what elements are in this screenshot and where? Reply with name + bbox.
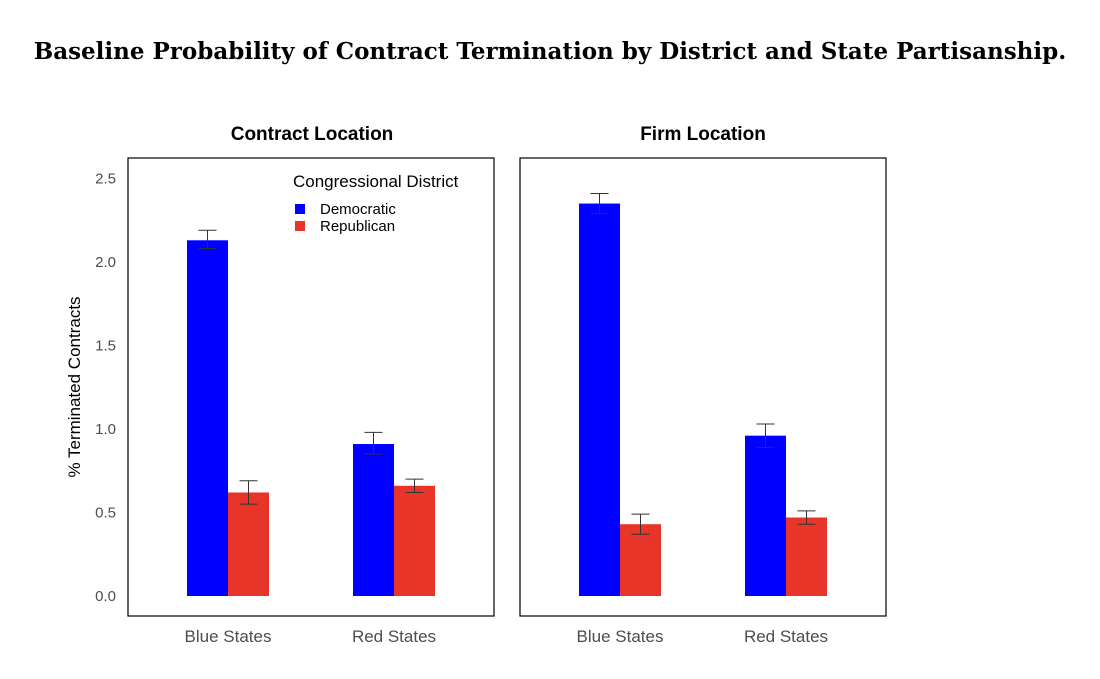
panel-frame-contract-location (127, 157, 495, 617)
x-category-label: Blue States (577, 627, 664, 646)
bar-republican-blue-states (620, 524, 661, 596)
x-axis-categories-contract-location: Blue States Red States (185, 627, 437, 646)
panel-title-contract-location: Contract Location (231, 124, 394, 145)
legend-swatch-democratic (295, 204, 305, 214)
bar-democratic-red-states (353, 444, 394, 596)
x-category-label: Red States (744, 627, 828, 646)
panel-firm-location: Firm Location Blue States Red States (519, 124, 887, 646)
bars-contract-location (187, 229, 435, 597)
y-axis-ticks: 0.0 0.5 1.0 1.5 2.0 2.5 (95, 171, 116, 606)
legend-label-republican: Republican (320, 218, 395, 235)
bar-republican-blue-states (228, 492, 269, 596)
error-bar-democratic-red-states (756, 423, 775, 448)
y-tick-label: 0.0 (95, 588, 116, 605)
bar-republican-red-states (394, 485, 435, 596)
panel-title-firm-location: Firm Location (640, 124, 766, 145)
y-tick-label: 1.5 (95, 338, 116, 355)
bar-democratic-blue-states (579, 203, 620, 597)
bar-democratic-blue-states (187, 240, 228, 597)
figure-title: Baseline Probability of Contract Termina… (33, 38, 1067, 65)
legend-label-democratic: Democratic (320, 201, 396, 218)
error-bar-republican-blue-states (631, 513, 650, 535)
error-bar-republican-red-states (797, 510, 816, 525)
error-bar-democratic-red-states (364, 431, 383, 455)
x-category-label: Blue States (185, 627, 272, 646)
error-bar-republican-blue-states (239, 480, 258, 505)
legend-title: Congressional District (293, 172, 459, 191)
y-tick-label: 2.0 (95, 254, 116, 271)
y-axis-title: % Terminated Contracts (65, 296, 84, 477)
bar-democratic-red-states (745, 435, 786, 596)
error-bar-democratic-blue-states (198, 229, 217, 250)
y-tick-label: 2.5 (95, 171, 116, 188)
panel-contract-location: Contract Location % Terminated Contracts… (65, 124, 495, 646)
legend: Congressional District Democratic Republ… (293, 172, 459, 235)
error-bar-republican-red-states (405, 478, 424, 493)
legend-swatch-republican (295, 221, 305, 231)
bars-firm-location (579, 193, 827, 597)
error-bar-democratic-blue-states (590, 193, 609, 215)
y-tick-label: 1.0 (95, 421, 116, 438)
panel-frame-firm-location (519, 157, 887, 617)
y-tick-label: 0.5 (95, 505, 116, 522)
x-axis-categories-firm-location: Blue States Red States (577, 627, 829, 646)
x-category-label: Red States (352, 627, 436, 646)
bar-republican-red-states (786, 517, 827, 596)
